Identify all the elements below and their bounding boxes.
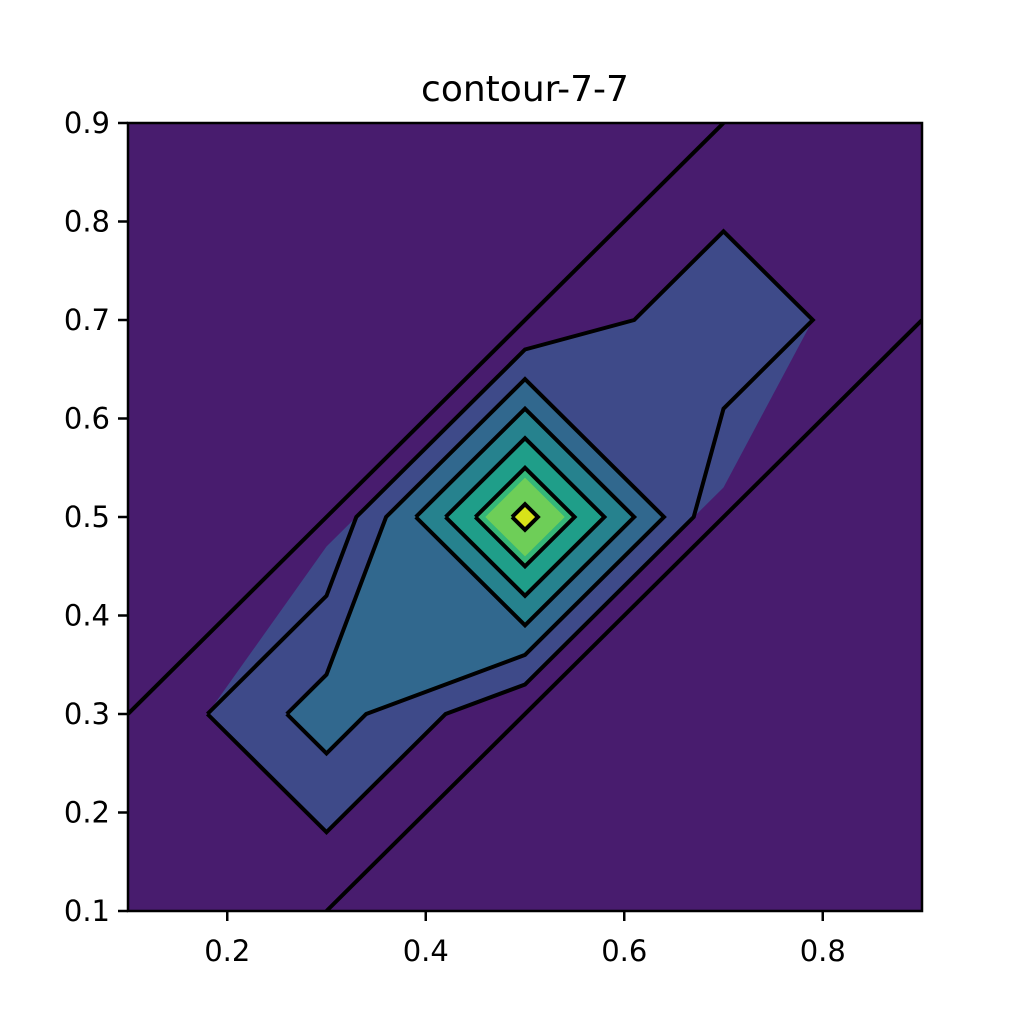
contour-line-diamond-2 — [444, 435, 608, 599]
y-tick-label: 0.9 — [64, 106, 110, 140]
contour-line-diagonal-line-lower — [325, 318, 922, 911]
y-tick-label: 0.7 — [64, 303, 110, 337]
y-tick-label: 0.6 — [64, 402, 110, 436]
x-axis: 0.2 0.4 0.6 0.8 — [204, 911, 846, 968]
x-tick-label: 0.2 — [204, 934, 250, 968]
x-tick-label: 0.8 — [800, 934, 846, 968]
contour-line-diamond-3 — [473, 464, 578, 570]
plot-area — [128, 123, 922, 911]
contour-line-outer-contour — [205, 228, 816, 836]
y-tick-label: 0.1 — [64, 894, 110, 928]
y-axis: 0.1 0.2 0.3 0.4 0.5 0.6 0.7 0.8 0.9 — [64, 106, 128, 928]
y-tick-label: 0.5 — [64, 500, 110, 534]
contour-line-diagonal-line-upper — [128, 123, 725, 716]
x-tick-label: 0.4 — [403, 934, 449, 968]
contour-line-diamond-4 — [510, 501, 541, 533]
y-tick-label: 0.4 — [64, 599, 110, 633]
chart-title: contour-7-7 — [421, 69, 629, 110]
contour-line-inner-contour — [285, 376, 667, 757]
contour-line-diamond-1 — [414, 405, 638, 629]
y-tick-label: 0.2 — [64, 796, 110, 830]
y-tick-label: 0.8 — [64, 205, 110, 239]
y-tick-label: 0.3 — [64, 697, 110, 731]
x-tick-label: 0.6 — [601, 934, 647, 968]
